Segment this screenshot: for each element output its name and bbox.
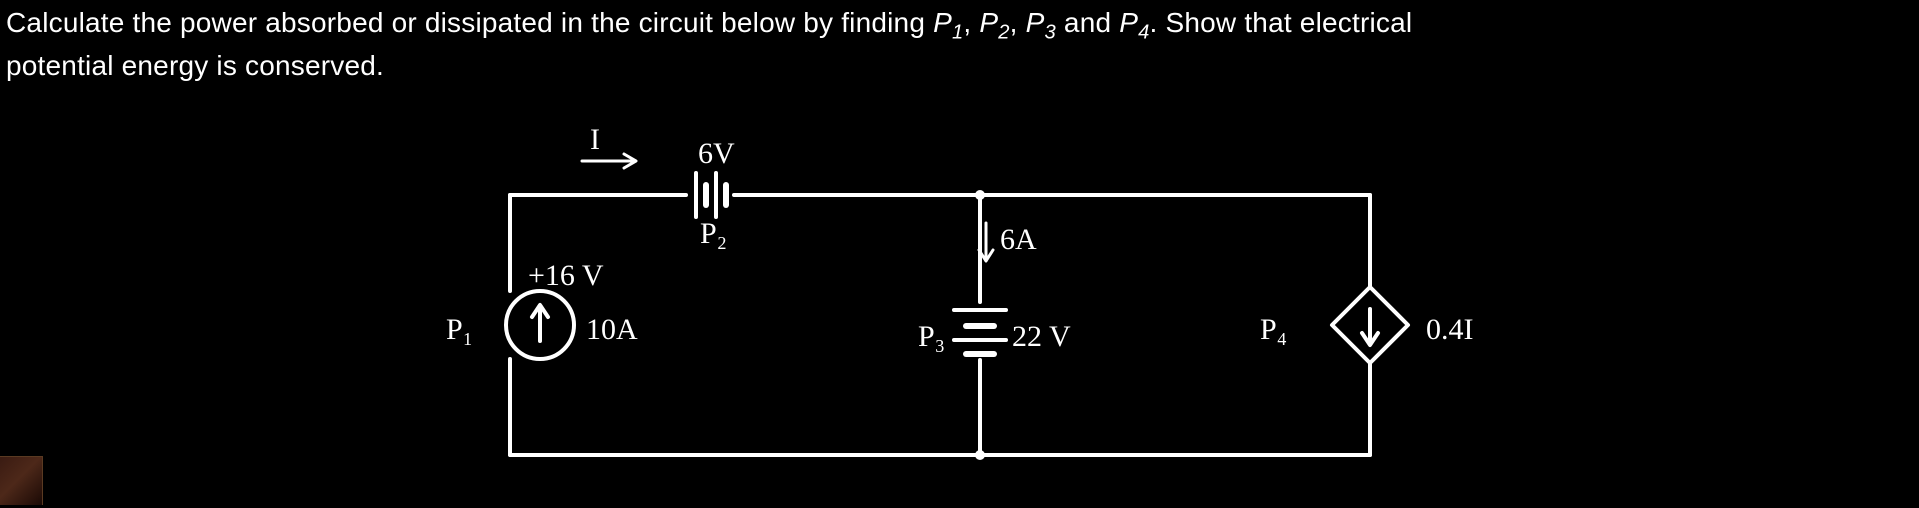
- svg-text:P₄: P₄: [1260, 313, 1287, 346]
- q-sep34: and: [1056, 7, 1119, 38]
- q-p4: P: [1119, 7, 1138, 38]
- svg-text:+16 V: +16 V: [528, 259, 604, 292]
- q-p3: P: [1026, 7, 1045, 38]
- q-p3-sub: 3: [1045, 22, 1056, 44]
- q-p4-sub: 4: [1138, 22, 1149, 44]
- svg-text:22 V: 22 V: [1012, 320, 1071, 353]
- svg-text:6A: 6A: [1000, 223, 1037, 256]
- q-p1-sub: 1: [952, 22, 963, 44]
- q-line1-pre: Calculate the power absorbed or dissipat…: [6, 7, 933, 38]
- thumbnail-corner: [0, 456, 43, 505]
- question-text: Calculate the power absorbed or dissipat…: [0, 0, 1919, 85]
- svg-text:0.4I: 0.4I: [1426, 313, 1474, 346]
- q-sep12: ,: [963, 7, 979, 38]
- svg-text:P₂: P₂: [700, 217, 727, 250]
- svg-text:P₃: P₃: [918, 320, 945, 353]
- circuit-diagram: I 6V +16 V P₁ 10A P₂ 6A P₃ 22 V P₄ 0.4I: [0, 85, 1919, 505]
- q-p2-sub: 2: [998, 22, 1009, 44]
- q-p1: P: [933, 7, 952, 38]
- q-line2: potential energy is conserved.: [6, 50, 384, 81]
- q-line1-post: . Show that electrical: [1150, 7, 1413, 38]
- svg-text:I: I: [590, 123, 600, 156]
- q-sep23: ,: [1010, 7, 1026, 38]
- q-p2: P: [979, 7, 998, 38]
- circuit-svg: I 6V +16 V P₁ 10A P₂ 6A P₃ 22 V P₄ 0.4I: [0, 85, 1919, 505]
- svg-text:6V: 6V: [698, 137, 735, 170]
- svg-text:P₁: P₁: [446, 313, 473, 346]
- svg-text:10A: 10A: [586, 313, 638, 346]
